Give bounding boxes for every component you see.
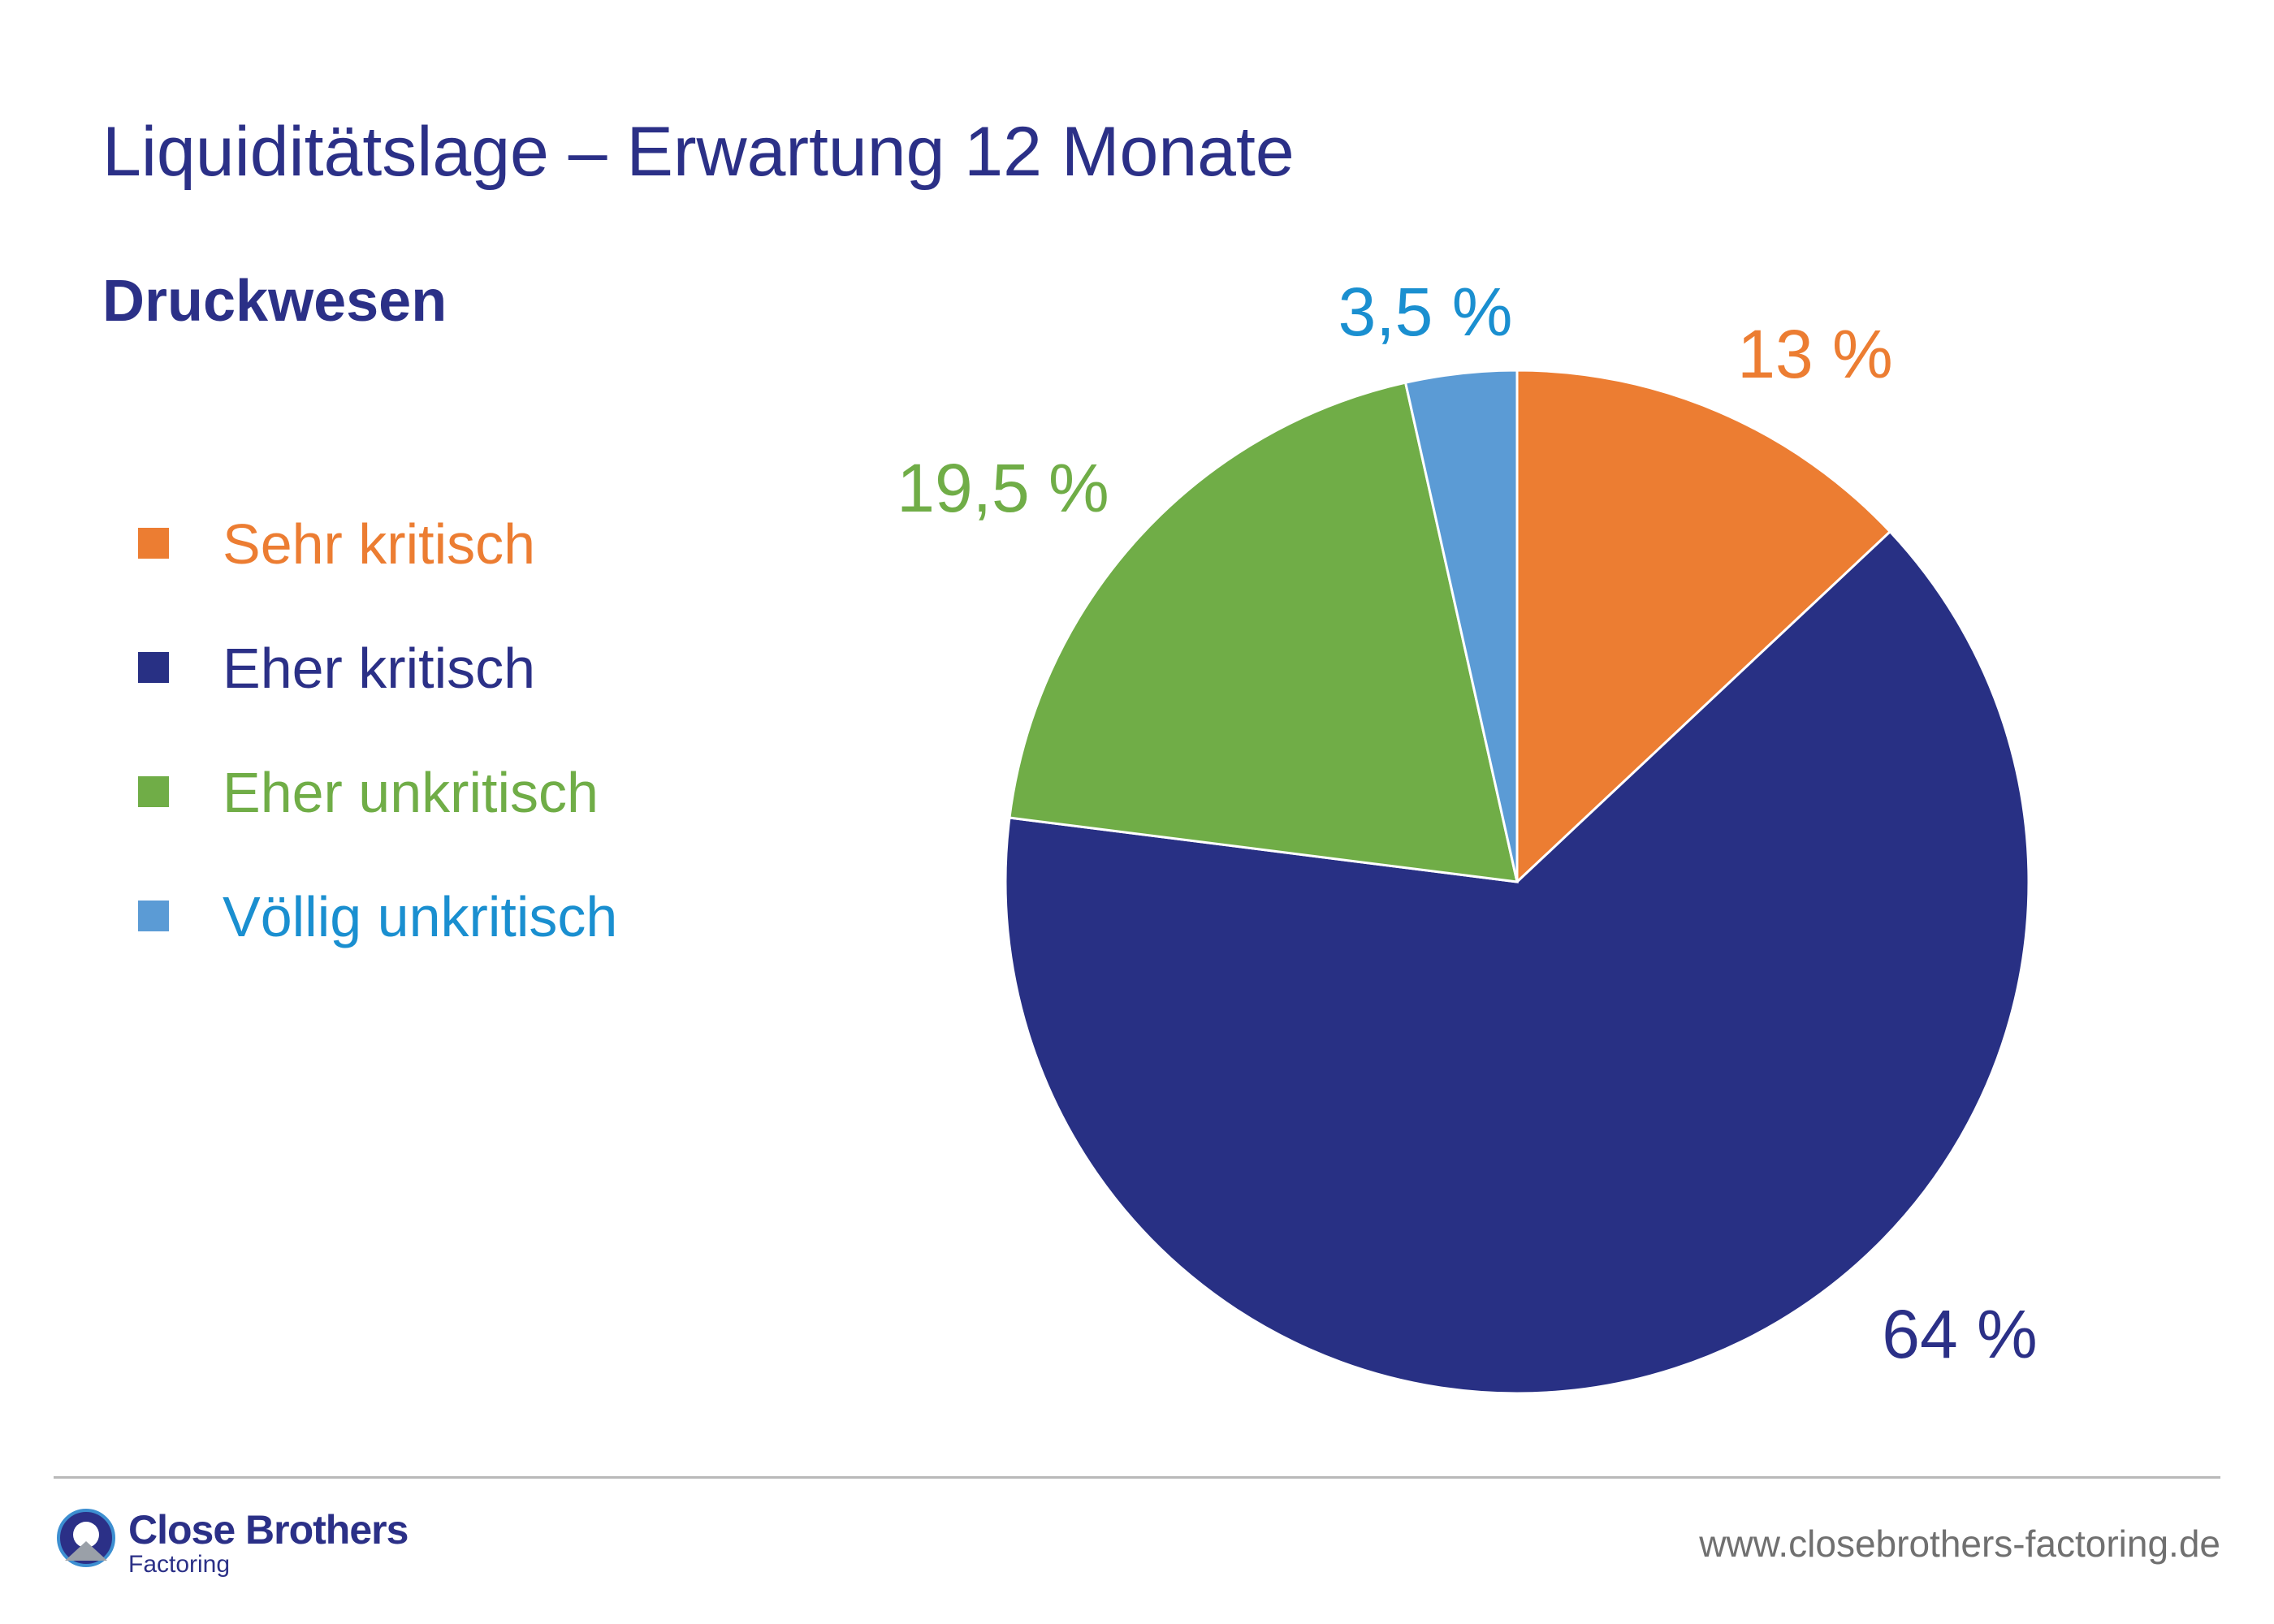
data-label: 3,5 % bbox=[1338, 274, 1513, 350]
legend-item-eher-unkritisch: Eher unkritisch bbox=[138, 752, 617, 876]
legend-item-eher-kritisch: Eher kritisch bbox=[138, 628, 617, 752]
pie-slice-sehr-kritisch bbox=[1515, 369, 1892, 885]
legend-swatch bbox=[138, 776, 169, 807]
pie-slice-eher-kritisch bbox=[1004, 529, 2030, 1395]
page-subtitle: Druckwesen bbox=[102, 269, 447, 334]
footer-divider bbox=[54, 1476, 2220, 1479]
close-brothers-logo-icon bbox=[57, 1509, 115, 1567]
company-logo: Close Brothers Factoring bbox=[57, 1507, 409, 1579]
legend-swatch bbox=[138, 901, 169, 931]
page-title: Liquiditätslage – Erwartung 12 Monate bbox=[102, 113, 1295, 191]
legend-item-voellig-unkritisch: Völlig unkritisch bbox=[138, 876, 617, 1000]
data-label: 13 % bbox=[1737, 316, 1892, 392]
logo-name: Close Brothers bbox=[128, 1507, 409, 1553]
website-url[interactable]: www.closebrothers-factoring.de bbox=[1699, 1522, 2220, 1565]
chart-legend: Sehr kritisch Eher kritisch Eher unkriti… bbox=[138, 503, 617, 1000]
legend-swatch bbox=[138, 652, 169, 683]
legend-label: Völlig unkritisch bbox=[223, 885, 618, 948]
pie-slice-völlig-unkritisch bbox=[1403, 369, 1519, 883]
data-label: 64 % bbox=[1882, 1296, 2037, 1372]
legend-label: Eher kritisch bbox=[223, 637, 536, 700]
data-label: 19,5 % bbox=[897, 450, 1109, 526]
legend-label: Eher unkritisch bbox=[223, 761, 599, 824]
legend-item-sehr-kritisch: Sehr kritisch bbox=[138, 503, 617, 628]
legend-swatch bbox=[138, 528, 169, 559]
logo-subtitle: Factoring bbox=[128, 1551, 231, 1578]
legend-label: Sehr kritisch bbox=[223, 512, 536, 576]
pie-slice-eher-unkritisch bbox=[1008, 381, 1519, 883]
